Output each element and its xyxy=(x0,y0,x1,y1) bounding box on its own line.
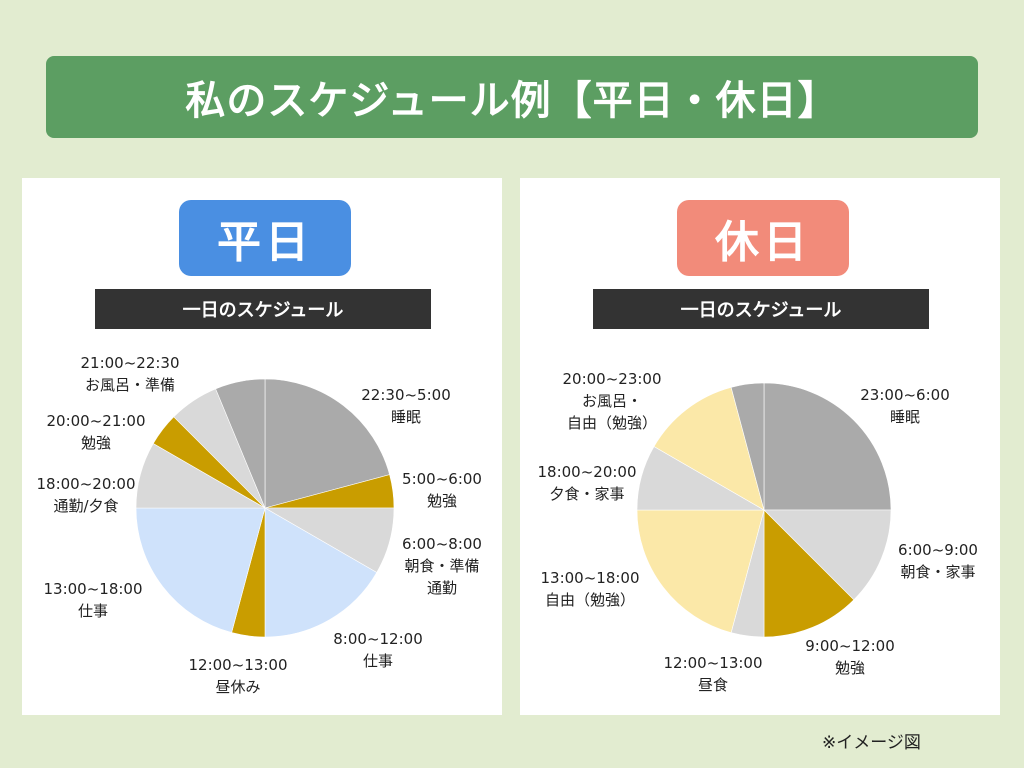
label-time: 6:00~8:00 xyxy=(402,535,482,553)
holiday-label-sleep: 23:00~6:00 睡眠 xyxy=(860,384,949,428)
holiday-label-breakfast: 6:00~9:00 朝食・家事 xyxy=(898,539,978,583)
page-title: 私のスケジュール例【平日・休日】 xyxy=(46,56,978,138)
label-activity: 勉強 xyxy=(426,492,457,510)
pie-slice xyxy=(264,378,390,509)
pie-slice xyxy=(135,507,266,633)
label-time: 18:00~20:00 xyxy=(36,475,136,493)
weekday-label-breakfast: 6:00~8:00 朝食・準備 通勤 xyxy=(402,533,482,599)
weekday-label-commute-dinner: 18:00~20:00 通勤/夕食 xyxy=(36,473,135,517)
label-activity: 勉強 xyxy=(80,434,111,452)
holiday-card: 休日 一日のスケジュール 23:00~6:00 睡眠 6:00~9:00 朝食・… xyxy=(520,178,1000,715)
weekday-pie-chart xyxy=(135,378,395,638)
weekday-tag: 平日 xyxy=(179,200,351,276)
holiday-pie-chart xyxy=(636,382,892,638)
pie-slice xyxy=(763,382,892,511)
label-time: 20:00~23:00 xyxy=(562,370,662,388)
label-activity: お風呂・準備 xyxy=(84,376,175,394)
label-activity: 昼休み xyxy=(215,678,261,696)
holiday-label-free-afternoon: 13:00~18:00 自由（勉強） xyxy=(540,567,639,611)
weekday-label-bath: 21:00~22:30 お風呂・準備 xyxy=(80,352,179,396)
label-activity: 通勤/夕食 xyxy=(53,497,119,515)
label-activity: 仕事 xyxy=(77,602,108,620)
holiday-subtitle: 一日のスケジュール xyxy=(593,289,929,329)
weekday-label-lunch: 12:00~13:00 昼休み xyxy=(188,654,287,698)
holiday-label-bath-free: 20:00~23:00 お風呂・ 自由（勉強） xyxy=(562,368,661,434)
weekday-subtitle: 一日のスケジュール xyxy=(95,289,431,329)
label-time: 20:00~21:00 xyxy=(46,412,146,430)
label-activity: 仕事 xyxy=(362,652,394,670)
weekday-card: 平日 一日のスケジュール 22:30~5:00 睡眠 5:00~6:00 勉強 … xyxy=(22,178,502,715)
pie-slice xyxy=(636,509,765,634)
weekday-label-work-morning: 8:00~12:00 仕事 xyxy=(333,628,422,672)
label-time: 23:00~6:00 xyxy=(860,386,950,404)
label-activity: 夕食・家事 xyxy=(549,485,625,503)
label-activity: 自由（勉強） xyxy=(544,591,635,609)
pie-slice xyxy=(730,382,765,511)
holiday-label-study: 9:00~12:00 勉強 xyxy=(805,635,894,679)
holiday-label-dinner: 18:00~20:00 夕食・家事 xyxy=(537,461,636,505)
label-time: 18:00~20:00 xyxy=(537,463,637,481)
label-time: 13:00~18:00 xyxy=(43,580,143,598)
pie-slice xyxy=(763,509,892,601)
label-time: 6:00~9:00 xyxy=(898,541,978,559)
pie-slice xyxy=(763,509,855,638)
footnote: ※イメージ図 xyxy=(822,733,921,753)
pie-slice xyxy=(264,507,378,638)
label-time: 9:00~12:00 xyxy=(805,637,895,655)
weekday-label-work-afternoon: 13:00~18:00 仕事 xyxy=(43,578,142,622)
weekday-label-study-evening: 20:00~21:00 勉強 xyxy=(46,410,145,454)
label-activity: 睡眠 xyxy=(889,408,921,426)
label-activity: 昼食 xyxy=(697,676,728,694)
label-time: 13:00~18:00 xyxy=(540,569,640,587)
label-time: 21:00~22:30 xyxy=(80,354,180,372)
label-activity: お風呂・ 自由（勉強） xyxy=(566,392,657,432)
label-time: 12:00~13:00 xyxy=(663,654,763,672)
label-time: 8:00~12:00 xyxy=(333,630,423,648)
label-activity: 勉強 xyxy=(834,659,866,677)
pie-slice xyxy=(653,386,765,511)
label-activity: 朝食・準備 通勤 xyxy=(404,557,480,597)
label-time: 22:30~5:00 xyxy=(361,386,451,404)
weekday-label-study-morning: 5:00~6:00 勉強 xyxy=(402,468,482,512)
holiday-label-lunch: 12:00~13:00 昼食 xyxy=(663,652,762,696)
label-activity: 朝食・家事 xyxy=(900,563,976,581)
label-time: 5:00~6:00 xyxy=(402,470,482,488)
pie-slice xyxy=(215,378,266,509)
label-time: 12:00~13:00 xyxy=(188,656,288,674)
label-activity: 睡眠 xyxy=(390,408,422,426)
weekday-label-sleep: 22:30~5:00 睡眠 xyxy=(361,384,450,428)
holiday-tag: 休日 xyxy=(677,200,849,276)
